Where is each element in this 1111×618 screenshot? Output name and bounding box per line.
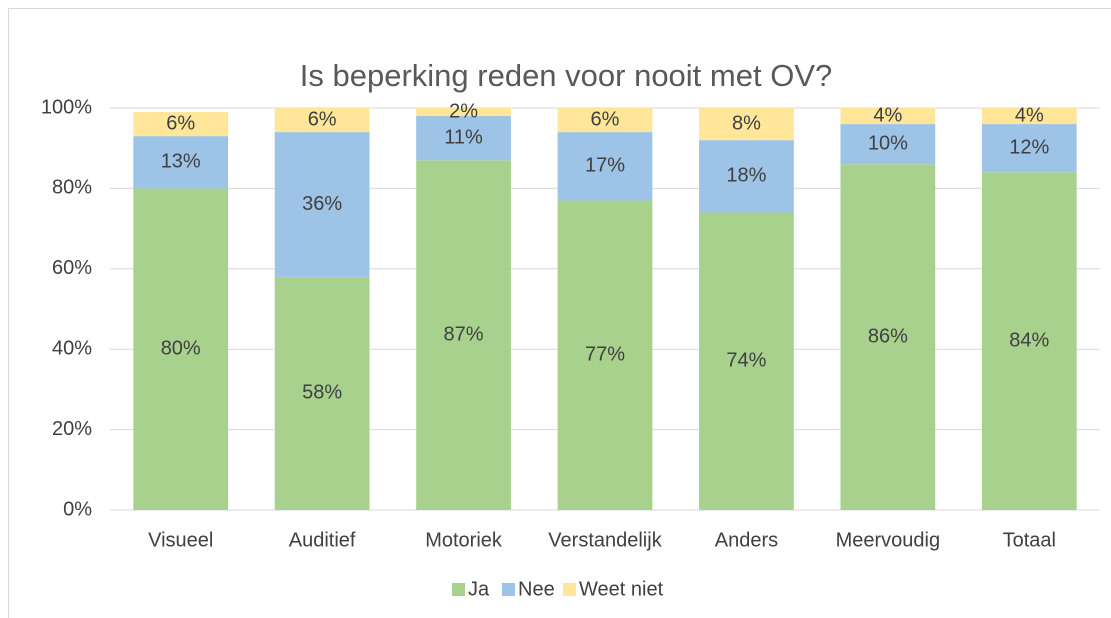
bar-segment	[840, 164, 936, 510]
data-label: 17%	[585, 155, 625, 177]
y-tick-label: 80%	[52, 177, 92, 199]
legend-swatch	[563, 583, 576, 596]
legend-label: Nee	[518, 578, 555, 600]
data-label: 4%	[1015, 104, 1044, 126]
data-label: 12%	[1009, 136, 1049, 158]
data-label: 58%	[302, 382, 342, 404]
chart-title: Is beperking reden voor nooit met OV?	[300, 58, 832, 93]
data-label: 6%	[166, 112, 195, 134]
legend-swatch	[452, 583, 465, 596]
legend-swatch	[502, 583, 515, 596]
data-label: 77%	[585, 344, 625, 366]
data-label: 8%	[732, 112, 761, 134]
y-tick-label: 60%	[52, 257, 92, 279]
bar-segment	[699, 108, 794, 141]
y-tick-label: 20%	[52, 418, 92, 440]
y-tick-label: 0%	[63, 498, 92, 520]
data-label: 80%	[161, 337, 201, 359]
x-tick-label: Auditief	[289, 529, 356, 551]
data-label: 86%	[868, 325, 908, 347]
data-label: 84%	[1009, 329, 1049, 351]
bar-segment	[557, 200, 653, 510]
bar-segment	[274, 132, 370, 277]
bar-segment	[133, 136, 229, 189]
data-label: 87%	[444, 323, 484, 345]
data-label: 10%	[868, 132, 908, 154]
data-label: 13%	[161, 151, 201, 173]
bar-segment	[274, 276, 370, 510]
data-label: 11%	[444, 126, 483, 148]
bar-segment	[981, 108, 1077, 125]
bar-segment	[840, 124, 936, 165]
chart-border	[8, 8, 1111, 618]
y-tick-label: 40%	[52, 337, 92, 359]
bar-segment	[133, 112, 229, 137]
data-label: 2%	[449, 100, 478, 122]
bar-segment	[981, 124, 1077, 173]
legend-label: Ja	[468, 578, 490, 600]
bar-segment	[699, 140, 794, 213]
x-tick-label: Visueel	[148, 529, 213, 551]
data-label: 4%	[873, 104, 902, 126]
bar-segment	[133, 188, 229, 510]
data-label: 36%	[302, 193, 342, 215]
bar-segment	[699, 212, 794, 510]
x-tick-label: Meervoudig	[836, 529, 941, 551]
legend-label: Weet niet	[579, 578, 664, 600]
bar-segment	[981, 172, 1077, 510]
bar-segment	[840, 108, 936, 125]
x-tick-label: Motoriek	[425, 529, 503, 551]
x-tick-label: Verstandelijk	[548, 529, 662, 551]
bar-segment	[557, 132, 653, 201]
bar-segment	[416, 160, 511, 510]
x-tick-label: Anders	[715, 529, 778, 551]
data-label: 18%	[726, 165, 766, 187]
bar-segment	[416, 116, 511, 161]
x-tick-label: Totaal	[1003, 529, 1056, 551]
data-label: 6%	[308, 108, 337, 130]
bar-segment	[274, 108, 370, 133]
bar-segment	[416, 108, 511, 117]
data-label: 74%	[726, 350, 766, 372]
y-tick-label: 100%	[41, 96, 92, 118]
data-label: 6%	[591, 108, 620, 130]
bar-segment	[557, 108, 653, 133]
